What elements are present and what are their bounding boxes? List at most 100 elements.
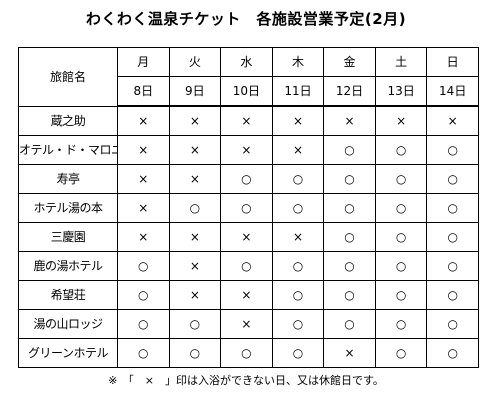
date-header: 9日 (168, 76, 222, 107)
inn-name-header: 旅館名 (18, 47, 118, 107)
date-header: 10日 (220, 76, 273, 107)
availability-cell: × (220, 222, 273, 252)
weekday-header: 土 (374, 47, 428, 77)
inn-name-cell: 寿亭 (18, 164, 118, 194)
date-header: 13日 (374, 76, 428, 107)
availability-cell: ○ (323, 222, 376, 252)
availability-cell: ○ (168, 193, 222, 223)
availability-cell: ○ (374, 135, 428, 165)
availability-cell: ○ (426, 193, 479, 223)
inn-name-cell: 蔵之助 (18, 105, 118, 136)
availability-cell: × (374, 105, 428, 136)
table-row: 寿亭 × × ○ ○ ○ ○ ○ (18, 164, 479, 194)
availability-cell: ○ (426, 338, 479, 368)
table-row: 鹿の湯ホテル ○ × ○ ○ ○ ○ ○ (18, 251, 479, 281)
availability-cell: ○ (374, 280, 428, 310)
table-row: ホテル湯の本 × ○ ○ ○ ○ ○ ○ (18, 193, 479, 223)
weekday-header: 月 (117, 47, 170, 77)
schedule-body: 蔵之助×××××××オテル・ド・マロニエ××××○○○寿亭××○○○○○ホテル湯… (18, 105, 479, 368)
table-row: 湯の山ロッジ ○ ○ × ○ ○ ○ ○ (18, 309, 479, 339)
inn-name-cell: ホテル湯の本 (18, 193, 118, 223)
availability-cell: × (323, 338, 376, 368)
availability-cell: × (168, 222, 222, 252)
availability-cell: ○ (168, 338, 222, 368)
availability-cell: × (220, 280, 273, 310)
availability-cell: ○ (426, 309, 479, 339)
inn-name-cell: 希望荘 (18, 280, 118, 310)
availability-cell: × (168, 280, 222, 310)
availability-cell: × (323, 105, 376, 136)
availability-cell: ○ (374, 251, 428, 281)
availability-cell: ○ (426, 222, 479, 252)
availability-cell: ○ (271, 164, 325, 194)
availability-cell: ○ (323, 309, 376, 339)
availability-cell: ○ (374, 338, 428, 368)
availability-cell: ○ (220, 338, 273, 368)
availability-cell: × (220, 105, 273, 136)
availability-cell: ○ (374, 193, 428, 223)
availability-cell: ○ (323, 164, 376, 194)
availability-cell: ○ (220, 193, 273, 223)
availability-cell: ○ (168, 309, 222, 339)
availability-cell: × (117, 193, 170, 223)
table-row: 三慶園 × × × × ○ ○ ○ (18, 222, 479, 252)
availability-cell: ○ (374, 164, 428, 194)
availability-cell: × (117, 164, 170, 194)
availability-cell: ○ (426, 251, 479, 281)
availability-cell: × (168, 164, 222, 194)
availability-cell: × (271, 222, 325, 252)
availability-cell: ○ (117, 280, 170, 310)
schedule-table: 旅館名 月 火 水 木 金 土 日 8日 9日 10日 11日 12日 13日 … (18, 47, 479, 368)
availability-cell: ○ (323, 193, 376, 223)
availability-cell: × (168, 105, 222, 136)
table-row: 蔵之助 × × × × × × × (18, 105, 479, 136)
inn-name-cell: 三慶園 (18, 222, 118, 252)
availability-cell: ○ (220, 251, 273, 281)
weekday-header-row: 旅館名 月 火 水 木 金 土 日 (18, 47, 479, 107)
inn-name-cell: 鹿の湯ホテル (18, 251, 118, 281)
inn-name-cell: オテル・ド・マロニエ (18, 135, 118, 165)
availability-cell: ○ (271, 280, 325, 310)
inn-name-cell: 湯の山ロッジ (18, 309, 118, 339)
availability-cell: × (220, 135, 273, 165)
availability-cell: ○ (323, 251, 376, 281)
table-row: グリーンホテル ○ ○ ○ ○ × ○ ○ (18, 338, 479, 368)
date-header: 11日 (271, 76, 325, 107)
date-header: 14日 (426, 76, 479, 107)
availability-cell: ○ (271, 309, 325, 339)
availability-cell: ○ (220, 164, 273, 194)
availability-cell: × (117, 105, 170, 136)
availability-cell: ○ (117, 338, 170, 368)
footnote: ※ 「 × 」印は入浴ができない日、又は休館日です。 (108, 374, 384, 387)
availability-cell: ○ (323, 135, 376, 165)
availability-cell: ○ (117, 251, 170, 281)
weekday-header: 金 (323, 47, 376, 77)
availability-cell: × (271, 135, 325, 165)
availability-cell: × (117, 135, 170, 165)
availability-cell: ○ (374, 309, 428, 339)
date-header-row: 8日 9日 10日 11日 12日 13日 14日 (19, 76, 479, 107)
table-row: オテル・ド・マロニエ××××○○○ (18, 135, 479, 165)
weekday-header: 木 (271, 47, 325, 77)
weekday-header: 水 (220, 47, 273, 77)
availability-cell: × (168, 135, 222, 165)
table-row: 希望荘 ○ × × ○ ○ ○ ○ (18, 280, 479, 310)
availability-cell: × (117, 222, 170, 252)
availability-cell: ○ (426, 135, 479, 165)
date-header: 8日 (117, 76, 170, 107)
availability-cell: × (271, 105, 325, 136)
availability-cell: × (426, 105, 479, 136)
weekday-header: 火 (168, 47, 222, 77)
availability-cell: ○ (426, 280, 479, 310)
page-title: わくわく温泉チケット 各施設営業予定(2月) (85, 10, 407, 28)
weekday-header: 日 (426, 47, 479, 77)
availability-cell: ○ (271, 251, 325, 281)
availability-cell: × (168, 251, 222, 281)
availability-cell: ○ (426, 164, 479, 194)
date-header: 12日 (323, 76, 376, 107)
availability-cell: ○ (271, 338, 325, 368)
availability-cell: ○ (117, 309, 170, 339)
availability-cell: ○ (271, 193, 325, 223)
availability-cell: × (220, 309, 273, 339)
availability-cell: ○ (323, 280, 376, 310)
